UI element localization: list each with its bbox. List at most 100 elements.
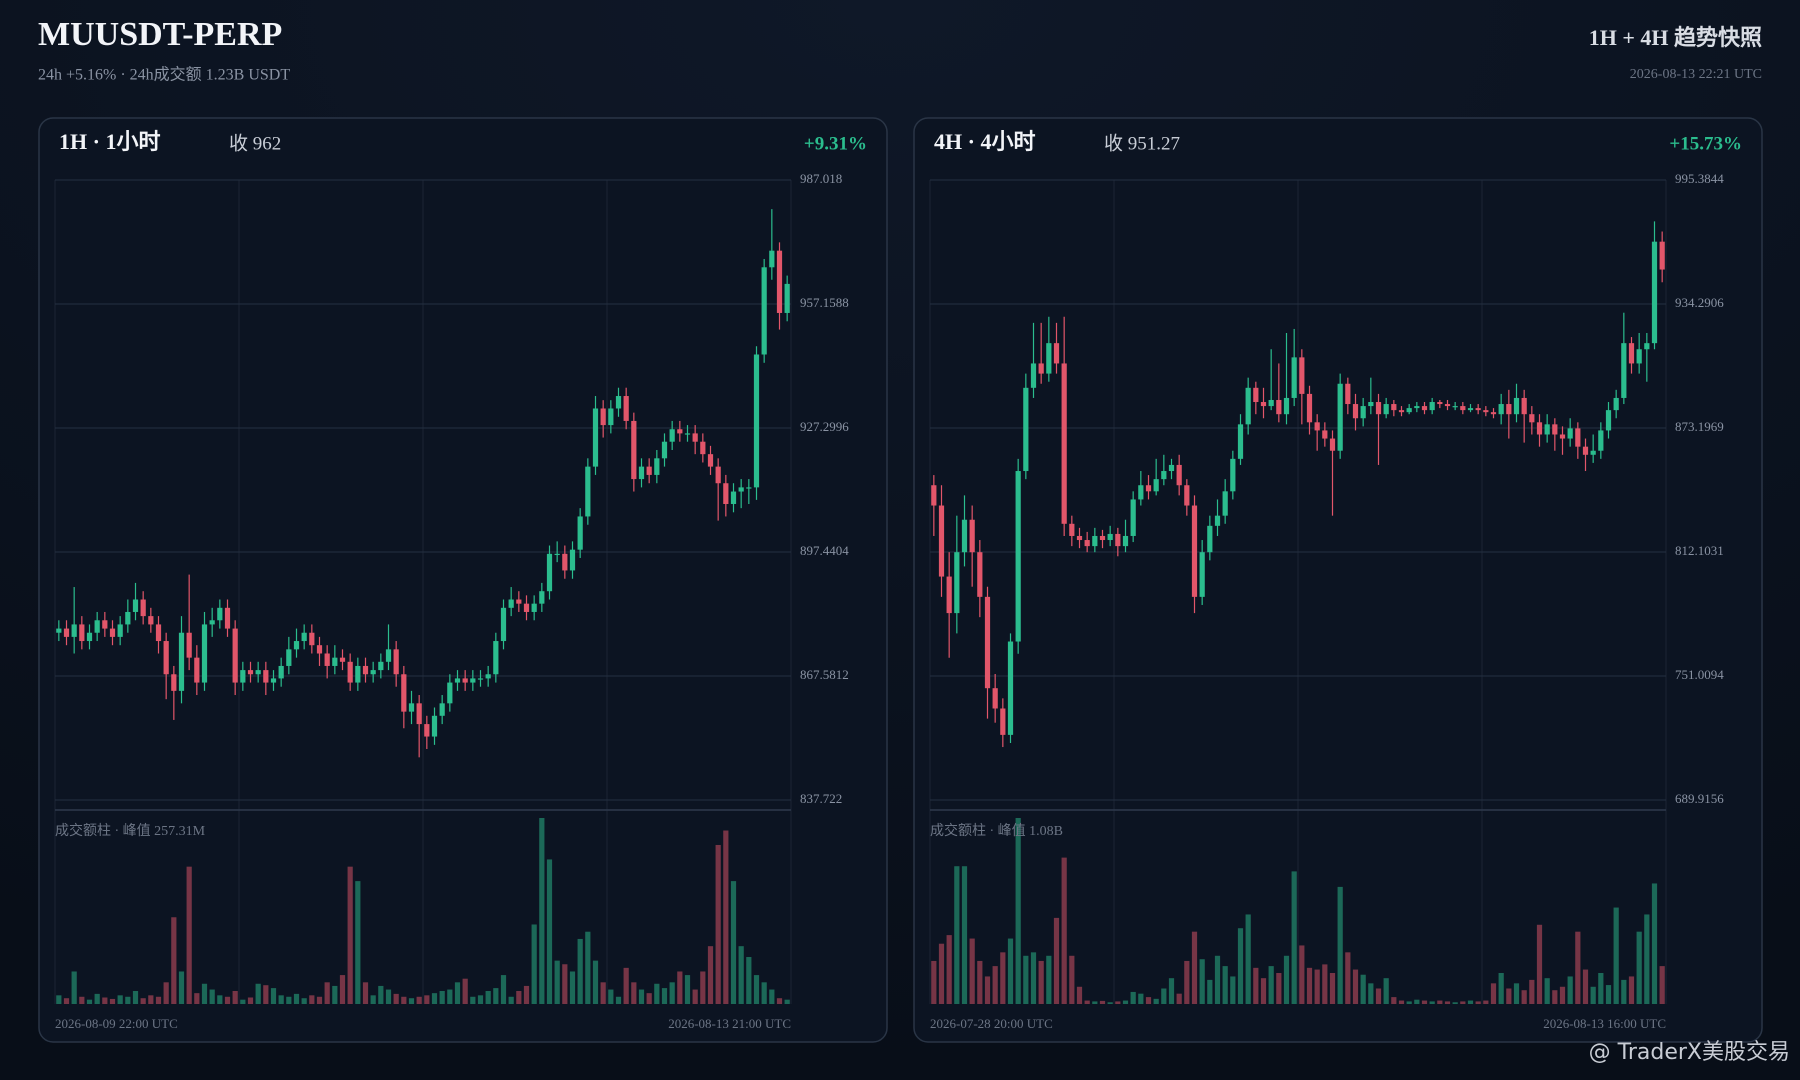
volume-bar [508, 996, 514, 1004]
volume-bar [500, 975, 507, 1004]
watermark: @ TraderX美股交易 [1589, 1040, 1790, 1065]
panel-title: 1H · 1小时 [59, 129, 160, 154]
volume-bar [1651, 883, 1658, 1004]
volume-bar [1437, 1000, 1443, 1004]
candle-body [1391, 404, 1397, 411]
volume-bar [125, 996, 131, 1004]
volume-bar [1053, 917, 1060, 1004]
volume-bar [332, 985, 338, 1004]
candle-body [1076, 535, 1083, 541]
candle-body [1260, 402, 1267, 407]
volume-bar [1207, 979, 1213, 1004]
candle-body [286, 649, 292, 666]
volume-bar [1199, 959, 1205, 1004]
candle-body [470, 678, 476, 683]
volume-bar [1061, 857, 1067, 1004]
volume-label: 成交额柱 · 峰值 257.31M [55, 822, 206, 839]
volume-bar [984, 976, 991, 1004]
candle-body [1483, 410, 1489, 413]
y-tick-label: 995.3844 [1675, 171, 1724, 186]
volume-bar [746, 957, 752, 1004]
candle-body [378, 661, 384, 671]
candle-body [71, 624, 77, 637]
volume-bar [1306, 967, 1313, 1004]
timestamp: 2026-08-13 22:21 UTC [1630, 67, 1762, 82]
candle-body [1536, 422, 1543, 435]
volume-bar [1030, 952, 1037, 1004]
volume-bar [232, 990, 238, 1004]
candle-body [715, 466, 721, 484]
volume-bar [954, 866, 960, 1004]
volume-bar [1559, 986, 1566, 1004]
candle-body [761, 267, 767, 355]
candle-body [1138, 485, 1144, 500]
candle-body [347, 661, 353, 683]
volume-bar [723, 830, 729, 1004]
candle-body [1498, 404, 1504, 415]
volume-bar [86, 999, 93, 1004]
candle-body [1145, 485, 1152, 492]
y-tick-label: 897.4404 [800, 543, 849, 558]
candle-body [1352, 404, 1359, 419]
volume-bar [1314, 969, 1320, 1004]
volume-bar [692, 989, 698, 1004]
volume-bar [1345, 952, 1351, 1004]
volume-bar [700, 971, 706, 1004]
candle-body [454, 678, 461, 683]
candle-body [1214, 515, 1221, 526]
candle-body [324, 653, 330, 666]
volume-bar [416, 996, 422, 1004]
candle-body [1460, 406, 1466, 411]
candle-body [217, 607, 223, 621]
candle-body [1521, 397, 1527, 415]
volume-bar [761, 982, 767, 1004]
candle-body [163, 641, 169, 675]
candle-body [132, 599, 139, 612]
candle-body [730, 491, 737, 504]
volume-bar [286, 996, 292, 1004]
volume-bar [784, 999, 790, 1004]
candle-body [1322, 430, 1328, 439]
candle-body [1529, 414, 1535, 423]
volume-bar [1084, 1000, 1090, 1004]
candle-body [1046, 343, 1052, 374]
volume-bar [1161, 988, 1167, 1004]
volume-bar [1621, 979, 1627, 1004]
volume-bar [79, 996, 85, 1004]
candle-body [79, 624, 85, 642]
volume-bar [247, 997, 254, 1004]
volume-bar [707, 946, 714, 1004]
right-title: 1H + 4H 趋势快照 [1589, 25, 1762, 50]
volume-bar [646, 993, 652, 1004]
volume-bar [969, 938, 975, 1004]
candle-body [477, 678, 484, 680]
candle-body [1605, 410, 1612, 431]
volume-bar [992, 966, 998, 1004]
candle-body [232, 628, 238, 683]
volume-bar [1253, 967, 1259, 1004]
candle-body [546, 553, 553, 592]
volume-bar [132, 990, 139, 1004]
volume-bar [1023, 955, 1029, 1004]
candle-body [1030, 363, 1037, 388]
y-tick-label: 867.5812 [800, 667, 849, 682]
volume-bar [1069, 955, 1075, 1004]
candle-body [1099, 535, 1106, 541]
volume-bar [546, 859, 553, 1004]
volume-bar [1552, 990, 1558, 1004]
candle-body [592, 408, 599, 467]
candle-body [1069, 523, 1075, 536]
volume-bar [1099, 1000, 1106, 1004]
candle-body [723, 483, 729, 504]
volume-bar [263, 985, 269, 1004]
candle-body [1406, 408, 1412, 413]
volume-bar [523, 985, 530, 1004]
volume-bar [1184, 960, 1190, 1004]
volume-bar [424, 995, 430, 1004]
candle-body [608, 408, 614, 426]
volume-bar [1605, 985, 1612, 1004]
candle-body [1398, 410, 1405, 413]
candle-body [638, 466, 645, 480]
candle-body [600, 408, 606, 426]
volume-bar [1575, 931, 1581, 1004]
